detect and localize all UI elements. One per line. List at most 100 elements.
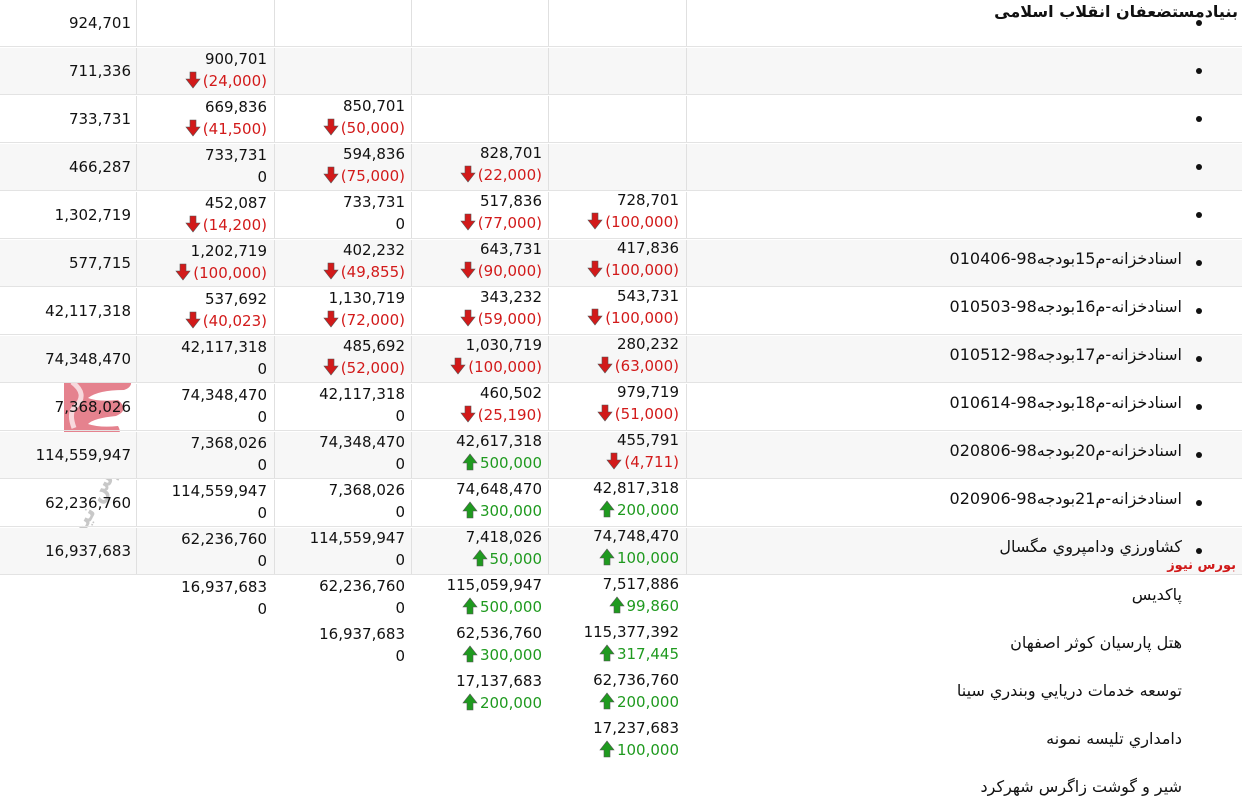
arrow-down-icon — [323, 166, 339, 184]
cell-change: 100,000 — [0, 739, 679, 761]
instrument-name: اسنادخزانه-م17بودجه98-010512 — [949, 345, 1182, 364]
arrow-down-icon — [597, 404, 613, 422]
cell-value: 460,502 — [479, 384, 542, 402]
cell-change: 50,000 — [0, 548, 542, 570]
column-divider — [411, 288, 412, 334]
column-divider — [686, 432, 687, 478]
arrow-down-icon — [323, 262, 339, 280]
cell-change: 500,000 — [0, 452, 542, 474]
cell-c2: 343,232 (59,000) — [0, 285, 542, 332]
cell-change: (40,023) — [0, 310, 267, 332]
cell-change: (100,000) — [0, 356, 542, 378]
column-divider — [274, 0, 275, 46]
change-value: (72,000) — [340, 311, 405, 329]
cell-c4: 537,692 (40,023) — [0, 287, 267, 334]
cell-c3: 16,937,683 0 — [0, 622, 405, 669]
cell-c4: 7,368,026 0 — [0, 431, 267, 478]
column-divider — [686, 240, 687, 286]
column-divider — [136, 144, 137, 190]
column-divider — [274, 336, 275, 382]
column-divider — [686, 336, 687, 382]
change-value: (59,000) — [477, 310, 542, 328]
cell-change: 0 — [0, 453, 405, 475]
cell-c5: 16,937,683 — [0, 528, 131, 575]
table-row: 577,715 537,692 (40,023) 485,692 (52,000) 460… — [0, 240, 1242, 508]
cell-value: 42,117,318 — [181, 338, 267, 356]
column-divider — [411, 192, 412, 238]
column-divider — [686, 480, 687, 526]
cell-value: 537,692 — [204, 290, 267, 308]
cell-c1: 42,817,318 200,000 — [0, 476, 679, 523]
arrow-down-icon — [175, 263, 191, 281]
cell-value: 17,137,683 — [456, 672, 542, 690]
brand-label: بورس نیوز — [1167, 558, 1236, 573]
cell-value: 1,202,719 — [190, 242, 267, 260]
cell-value: 16,937,683 — [181, 578, 267, 596]
arrow-up-icon — [471, 549, 488, 567]
list-bullet — [1196, 452, 1202, 458]
change-value: 0 — [257, 456, 267, 474]
column-divider — [548, 432, 549, 478]
column-divider — [411, 336, 412, 382]
arrow-down-icon — [460, 309, 476, 327]
cell-change: 200,000 — [0, 692, 542, 714]
column-divider — [548, 0, 549, 46]
cell-c4: 42,117,318 0 — [0, 335, 267, 382]
cell-value: 828,701 — [479, 144, 542, 162]
change-value: 0 — [395, 503, 405, 521]
column-divider — [548, 528, 549, 574]
cell-value: 42,817,318 — [593, 479, 679, 497]
column-divider — [548, 240, 549, 286]
arrow-down-icon — [460, 261, 476, 279]
column-divider — [411, 144, 412, 190]
cell-c3: 594,836 (75,000) — [0, 142, 405, 189]
list-bullet — [1196, 260, 1202, 266]
cell-c2: 643,731 (90,000) — [0, 237, 542, 284]
column-divider — [136, 336, 137, 382]
cell-value: 1,302,719 — [54, 206, 131, 224]
cell-value: 517,836 — [479, 192, 542, 210]
cell-c1: 979,719 (51,000) — [0, 380, 679, 427]
cell-change: 0 — [0, 213, 405, 235]
cell-c3: 74,348,470 0 — [0, 430, 405, 477]
list-bullet — [1196, 308, 1202, 314]
change-value: (77,000) — [477, 214, 542, 232]
column-divider — [548, 384, 549, 430]
column-divider — [686, 288, 687, 334]
arrow-down-icon — [185, 215, 201, 233]
cell-change: (100,000) — [0, 259, 679, 281]
cell-value: 114,559,947 — [309, 529, 405, 547]
cell-c2: 460,502 (25,190) — [0, 381, 542, 428]
column-divider — [274, 480, 275, 526]
watermark-logo-icon — [64, 374, 132, 446]
arrow-down-icon — [323, 358, 339, 376]
change-value: 200,000 — [616, 501, 679, 519]
table-row: 733,731 733,731 0 733,731 0 643,731 (90,000) 54… — [0, 96, 1242, 364]
change-value: 500,000 — [479, 454, 542, 472]
cell-change: 0 — [0, 166, 267, 188]
cell-c2: 42,617,318 500,000 — [0, 429, 542, 476]
cell-value: 485,692 — [342, 337, 405, 355]
change-value: (25,190) — [477, 406, 542, 424]
column-divider — [548, 480, 549, 526]
cell-value: 74,348,470 — [45, 350, 131, 368]
column-divider — [411, 0, 412, 46]
cell-value: 7,368,026 — [328, 481, 405, 499]
list-bullet — [1196, 548, 1202, 554]
cell-value: 114,559,947 — [171, 482, 267, 500]
cell-c3: 733,731 0 — [0, 190, 405, 237]
cell-change: (41,500) — [0, 118, 267, 140]
cell-c5: 74,348,470 — [0, 336, 131, 383]
column-divider — [136, 192, 137, 238]
change-value: (52,000) — [340, 359, 405, 377]
cell-value: 979,719 — [616, 383, 679, 401]
change-value: 0 — [395, 599, 405, 617]
change-value: 0 — [257, 552, 267, 570]
cell-change: 0 — [0, 598, 267, 620]
cell-c4: 114,559,947 0 — [0, 479, 267, 526]
arrow-up-icon — [599, 548, 615, 566]
cell-value: 1,130,719 — [328, 289, 405, 307]
column-divider — [274, 384, 275, 430]
column-divider — [136, 384, 137, 430]
column-divider — [548, 48, 549, 94]
